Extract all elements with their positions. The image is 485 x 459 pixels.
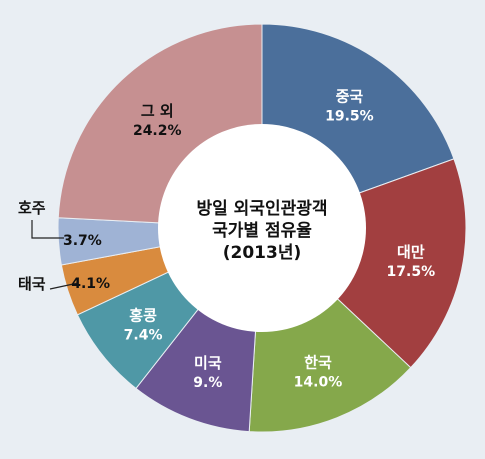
slice-value-3: 9.% <box>193 375 222 391</box>
slice-label-5: 태국 <box>18 275 46 293</box>
slice-value-7: 24.2% <box>133 123 182 139</box>
leader-line-6 <box>31 220 64 239</box>
slice-label-2: 한국 <box>304 353 332 371</box>
slice-value-0: 19.5% <box>325 109 374 125</box>
center-title-line-2: 국가별 점유율 <box>212 221 312 241</box>
slice-value-5: 4.1% <box>71 276 110 292</box>
center-title-line-1: 방일 외국인관광객 <box>196 199 327 219</box>
slice-value-6: 3.7% <box>63 233 102 249</box>
slice-label-7: 그 외 <box>141 102 174 120</box>
slice-label-4: 홍콩 <box>129 307 157 325</box>
center-title-line-3: (2013년) <box>223 243 302 263</box>
slice-label-3: 미국 <box>194 354 222 372</box>
leader-line-5 <box>49 282 79 290</box>
slice-label-0: 중국 <box>336 88 364 106</box>
slice-value-2: 14.0% <box>294 374 343 390</box>
slice-value-1: 17.5% <box>387 264 436 280</box>
slice-label-1: 대만 <box>397 243 425 261</box>
slice-value-4: 7.4% <box>124 328 163 344</box>
donut-hole <box>158 124 366 332</box>
slice-label-6: 호주 <box>18 199 46 217</box>
